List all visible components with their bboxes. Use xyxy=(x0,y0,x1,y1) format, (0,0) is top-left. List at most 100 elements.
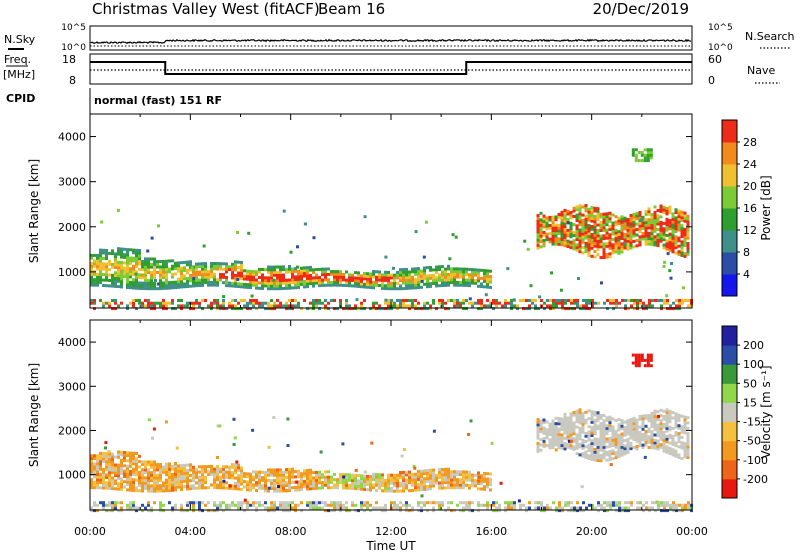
scatter-pixel xyxy=(255,307,258,311)
scatter-pixel xyxy=(573,506,576,510)
scatter-pixel xyxy=(614,247,618,251)
scatter-pixel xyxy=(279,279,282,282)
scatter-pixel xyxy=(423,482,426,486)
scatter-pixel xyxy=(186,487,189,491)
scatter-pixel xyxy=(276,279,279,283)
scatter-pixel xyxy=(207,283,210,287)
scatter-pixel xyxy=(441,501,444,505)
scatter-pixel xyxy=(662,238,666,242)
scatter-pixel xyxy=(677,416,681,420)
scatter-pixel xyxy=(135,251,138,255)
scatter-pixel xyxy=(402,473,405,477)
scatter-pixel xyxy=(165,478,168,482)
scatter-pixel xyxy=(590,415,594,419)
scatter-pixel xyxy=(150,279,153,283)
scatter-pixel xyxy=(195,468,198,472)
scatter-pixel xyxy=(630,299,633,302)
scatter-pixel xyxy=(548,430,552,434)
scatter-pixel xyxy=(138,259,141,263)
scatter-pixel xyxy=(596,245,600,249)
scatter-pixel xyxy=(207,278,210,282)
scatter-pixel xyxy=(228,470,231,474)
scatter-pixel xyxy=(390,489,393,493)
scatter-pixel xyxy=(674,420,678,424)
scatter-pixel xyxy=(138,251,141,255)
scatter-pixel xyxy=(575,205,579,209)
scatter-pixel xyxy=(581,238,585,241)
label-nsky: N.Sky xyxy=(4,33,36,46)
scatter-pixel xyxy=(150,301,153,305)
scatter-pixel xyxy=(620,421,624,425)
scatter-pixel xyxy=(255,301,258,305)
scatter-pixel xyxy=(222,509,225,513)
scatter-pixel xyxy=(483,503,486,507)
scatter-pixel xyxy=(632,422,636,426)
scatter-pixel xyxy=(548,226,552,230)
scatter-pixel xyxy=(378,275,381,279)
scatter-pixel xyxy=(417,307,420,311)
scatter-pixel xyxy=(477,482,480,485)
scatter-pixel xyxy=(132,501,135,505)
scatter-pixel xyxy=(659,226,663,230)
scatter-pixel xyxy=(477,274,480,277)
scatter-pixel xyxy=(246,275,249,278)
scatter-pixel xyxy=(597,501,600,505)
scatter-pixel xyxy=(165,484,169,488)
scatter-pixel xyxy=(450,281,453,284)
scatter-pixel xyxy=(117,271,120,275)
scatter-pixel xyxy=(267,287,270,291)
scatter-pixel xyxy=(285,281,288,285)
scatter-pixel xyxy=(114,307,117,311)
scatter-pixel xyxy=(180,503,183,507)
scatter-pixel xyxy=(296,265,299,269)
scatter-pixel xyxy=(171,480,174,484)
scatter-pixel xyxy=(549,299,552,302)
scatter-pixel xyxy=(429,284,432,288)
scatter-pixel xyxy=(468,284,471,288)
scatter-pixel xyxy=(489,477,492,481)
scatter-pixel xyxy=(126,283,129,287)
scatter-pixel xyxy=(252,270,255,274)
scatter-pixel xyxy=(174,280,177,284)
scatter-pixel xyxy=(605,231,609,235)
scatter-pixel xyxy=(399,273,402,277)
scatter-pixel xyxy=(438,506,441,510)
scatter-pixel xyxy=(246,307,249,311)
scatter-pixel xyxy=(102,273,105,277)
scatter-pixel xyxy=(114,299,117,302)
scatter-pixel xyxy=(165,259,168,263)
scatter-pixel xyxy=(381,476,384,480)
scatter-pixel xyxy=(621,299,624,302)
scatter-pixel xyxy=(105,265,108,269)
scatter-pixel xyxy=(641,425,645,429)
scatter-pixel xyxy=(646,151,650,154)
scatter-pixel xyxy=(561,299,564,302)
scatter-pixel xyxy=(126,256,129,260)
scatter-pixel xyxy=(228,465,231,469)
scatter-pixel xyxy=(668,240,672,244)
colorbar-tick-label: -50 xyxy=(743,435,761,448)
scatter-pixel xyxy=(411,275,414,279)
scatter-pixel xyxy=(144,257,147,261)
scatter-pixel xyxy=(201,264,204,268)
scatter-pixel xyxy=(363,485,366,489)
scatter-pixel xyxy=(663,260,667,264)
scatter-pixel xyxy=(399,299,402,302)
scatter-pixel xyxy=(686,456,690,459)
scatter-pixel xyxy=(282,476,285,480)
scatter-pixel xyxy=(557,427,561,431)
scatter-pixel xyxy=(234,307,237,311)
scatter-pixel xyxy=(572,233,576,237)
scatter-pixel xyxy=(617,447,621,451)
scatter-pixel xyxy=(623,425,627,429)
scatter-pixel xyxy=(150,476,153,480)
scatter-pixel xyxy=(249,283,252,287)
scatter-pixel xyxy=(413,466,417,470)
scatter-pixel xyxy=(306,482,309,486)
scatter-pixel xyxy=(635,434,639,438)
scatter-pixel xyxy=(665,209,669,213)
scatter-pixel xyxy=(593,413,597,417)
scatter-pixel xyxy=(615,509,618,513)
scatter-pixel xyxy=(255,473,258,477)
scatter-pixel xyxy=(135,262,138,266)
